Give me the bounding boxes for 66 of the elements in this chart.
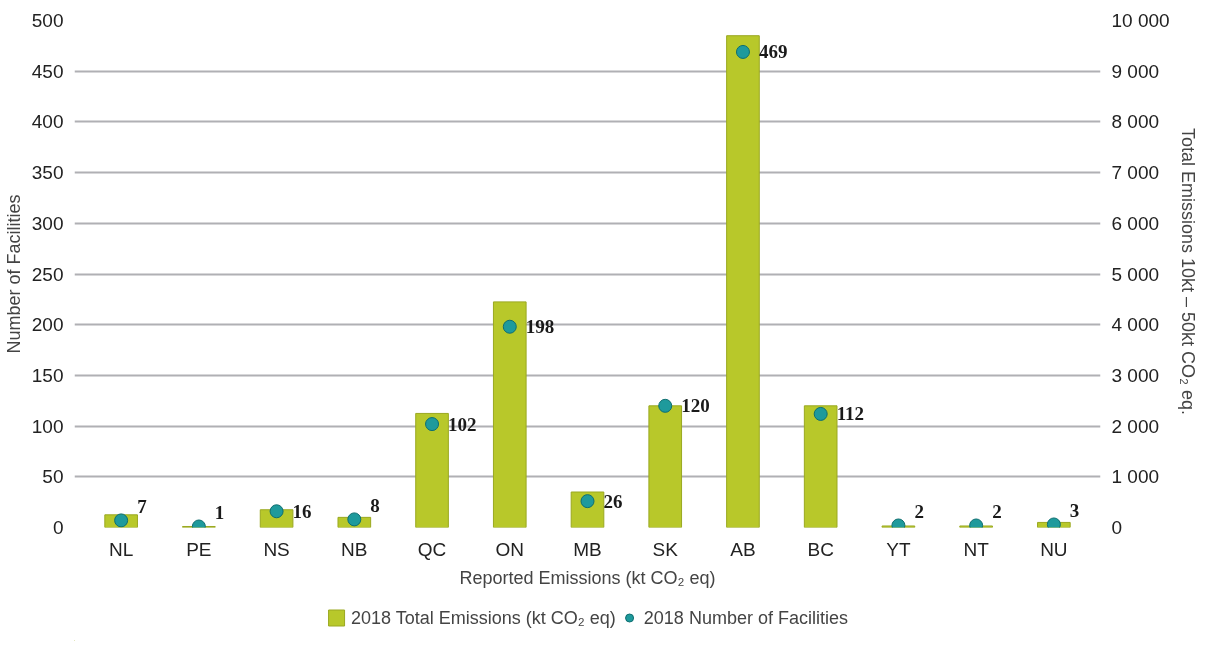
data-label: 8 [370,494,380,516]
y2-tick-label: 0 [1111,517,1123,538]
point [658,398,673,413]
x-tick-label: PE [186,538,212,560]
y-tick-label: 350 [31,162,64,184]
bar [492,301,527,528]
bar [803,405,838,528]
data-label: 2 [992,500,1002,522]
y-tick-label: 100 [31,415,64,437]
point [425,417,440,432]
x-tick-label: QC [417,538,447,560]
bar [415,412,449,528]
data-label: 2 [914,500,924,522]
y-tick-label: 300 [31,212,64,234]
point [114,513,129,528]
x-tick-label: NL [108,538,134,560]
y-tick-label: 400 [31,111,64,133]
data-label: 120 [681,395,710,417]
x-tick-label: NS [263,538,290,560]
x-tick-label: ON [495,538,525,560]
y2-tick-label: 1 000 [1111,466,1160,488]
data-label: 1 [214,501,225,523]
y-tick-label: 450 [31,60,64,82]
y-tick-label: 250 [31,263,64,285]
data-label: 26 [603,490,623,512]
x-tick-label: NU [1040,538,1068,560]
x-tick-label: NB [341,538,368,560]
x-tick-label: BC [807,538,834,560]
y-tick-label: 500 [31,10,64,31]
x-tick-label: YT [886,538,911,560]
y-tick-label: 0 [52,517,64,538]
point [735,44,750,59]
y2-tick-label: 3 000 [1111,364,1160,386]
data-label: 102 [448,413,477,435]
legend-label: 2018 Number of Facilities [643,607,848,628]
point [502,319,517,334]
legend-label: 2018 Total Emissions (kt CO₂ eq) [351,607,616,628]
point [347,512,362,527]
x-tick-label: SK [652,538,679,560]
y2-tick-label: 10 000 [1111,10,1170,31]
point [1046,517,1061,528]
y-tick-label: 50 [42,466,64,488]
y2-tick-label: 8 000 [1111,111,1160,133]
x-tick-label: AB [730,538,756,560]
bar [648,405,683,528]
x-axis-title: Reported Emissions (kt CO₂ eq) [459,567,716,588]
y2-axis-title: Total Emissions 10kt – 50kt CO₂ eq. [1177,127,1198,416]
data-label: 198 [525,316,555,338]
x-tick-label: MB [573,538,602,560]
y2-tick-label: 4 000 [1111,314,1160,336]
data-label: 112 [836,403,865,425]
point [813,406,828,421]
x-tick-label: NT [963,538,990,560]
y2-tick-label: 6 000 [1111,212,1160,234]
y-tick-label: 150 [31,364,64,386]
y-tick-label: 200 [31,314,64,336]
y2-tick-label: 9 000 [1111,60,1160,82]
data-label: 16 [292,500,312,522]
data-label: 7 [137,495,148,517]
y2-tick-label: 5 000 [1111,263,1160,285]
y-axis-title: Number of Facilities [3,194,24,354]
y2-tick-label: 2 000 [1111,415,1160,437]
point [580,494,595,509]
y2-tick-label: 7 000 [1111,162,1160,184]
data-label: 3 [1069,499,1080,521]
bar [726,35,760,528]
